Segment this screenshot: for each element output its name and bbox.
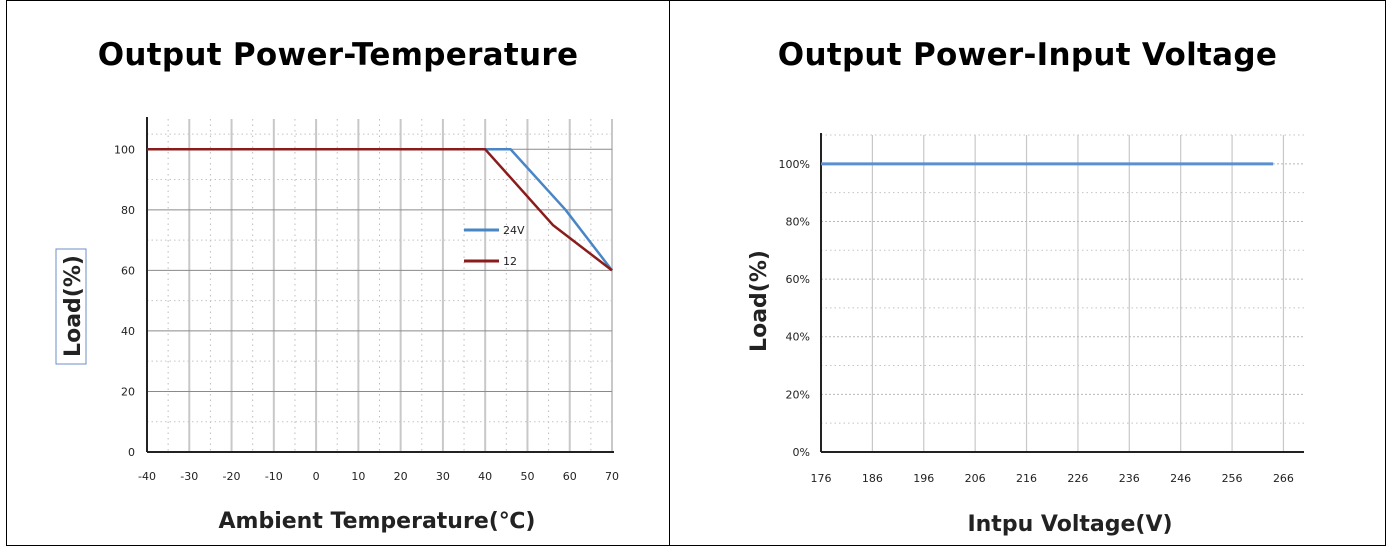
legend: 24V 12 xyxy=(464,224,525,268)
y-tick-label: 0% xyxy=(793,446,810,459)
y-tick-label: 80% xyxy=(786,215,810,228)
x-tick-label: 40 xyxy=(478,470,492,483)
chart-panel-voltage: Output Power-Input Voltage 176 186 196 206 2… xyxy=(669,0,1386,546)
ticks: -40 -30 -20 -10 0 10 20 30 40 50 60 70 0 20 40 60 80 100 xyxy=(114,143,619,483)
chart-title: Output Power-Input Voltage xyxy=(777,37,1278,73)
y-tick-label: 40 xyxy=(121,325,135,338)
grid xyxy=(147,119,613,452)
chart-voltage: 176 186 196 206 216 226 236 246 256 266 0% 20% 40% 60… xyxy=(747,133,1304,537)
x-tick-label: 30 xyxy=(436,470,450,483)
y-axis-label: Load(%) xyxy=(61,255,86,357)
x-tick-label: 226 xyxy=(1067,472,1088,485)
x-tick-label: 10 xyxy=(351,470,365,483)
y-tick-label: 100 xyxy=(114,143,135,156)
series xyxy=(147,148,613,272)
x-tick-label: 70 xyxy=(605,470,619,483)
y-tick-label: 60 xyxy=(121,264,135,277)
y-tick-label: 80 xyxy=(121,204,135,217)
y-axis-label-box xyxy=(55,248,87,365)
x-axis-label: Intpu Voltage(V) xyxy=(967,512,1172,537)
y-tick-label: 0 xyxy=(128,446,135,459)
y-tick-label: 20 xyxy=(121,385,135,398)
axes xyxy=(820,133,1304,453)
x-tick-label: 196 xyxy=(913,472,934,485)
series-line-12 xyxy=(147,148,613,272)
x-tick-label: 50 xyxy=(520,470,534,483)
chart-panel-temperature: Output Power-Temperature -40 -30 -20 -10 0 10… xyxy=(6,0,670,546)
x-tick-label: -40 xyxy=(138,470,156,483)
x-tick-label: 236 xyxy=(1119,472,1140,485)
y-tick-label: 40% xyxy=(786,331,810,344)
x-tick-label: 256 xyxy=(1222,472,1243,485)
chart-temperature: -40 -30 -20 -10 0 10 20 30 40 50 60 70020406080100 … xyxy=(55,117,619,534)
x-tick-label: 0 xyxy=(313,470,320,483)
x-tick-label: 20 xyxy=(394,470,408,483)
y-axis-label: Load(%) xyxy=(747,250,772,352)
x-tick-label: 60 xyxy=(563,470,577,483)
x-tick-label: 186 xyxy=(862,472,883,485)
x-tick-label: -30 xyxy=(180,470,198,483)
legend-label: 24V xyxy=(503,224,525,237)
axes xyxy=(146,117,614,453)
x-tick-label: 176 xyxy=(811,472,832,485)
y-tick-label: 100% xyxy=(779,158,810,171)
chart-title: Output Power-Temperature xyxy=(97,37,579,73)
ticks: 176 186 196 206 216 226 236 246 256 266 0% 20% 40% 60… xyxy=(779,158,1294,485)
grid xyxy=(821,134,1304,452)
x-axis-label: Ambient Temperature(℃) xyxy=(219,509,536,534)
y-tick-label: 60% xyxy=(786,273,810,286)
x-tick-label: 216 xyxy=(1016,472,1037,485)
x-tick-label: -20 xyxy=(223,470,241,483)
y-tick-label: 20% xyxy=(786,388,810,401)
x-tick-label: 206 xyxy=(965,472,986,485)
legend-label: 12 xyxy=(503,255,517,268)
x-tick-label: 266 xyxy=(1273,472,1294,485)
x-tick-label: 246 xyxy=(1170,472,1191,485)
x-tick-label: -10 xyxy=(265,470,283,483)
